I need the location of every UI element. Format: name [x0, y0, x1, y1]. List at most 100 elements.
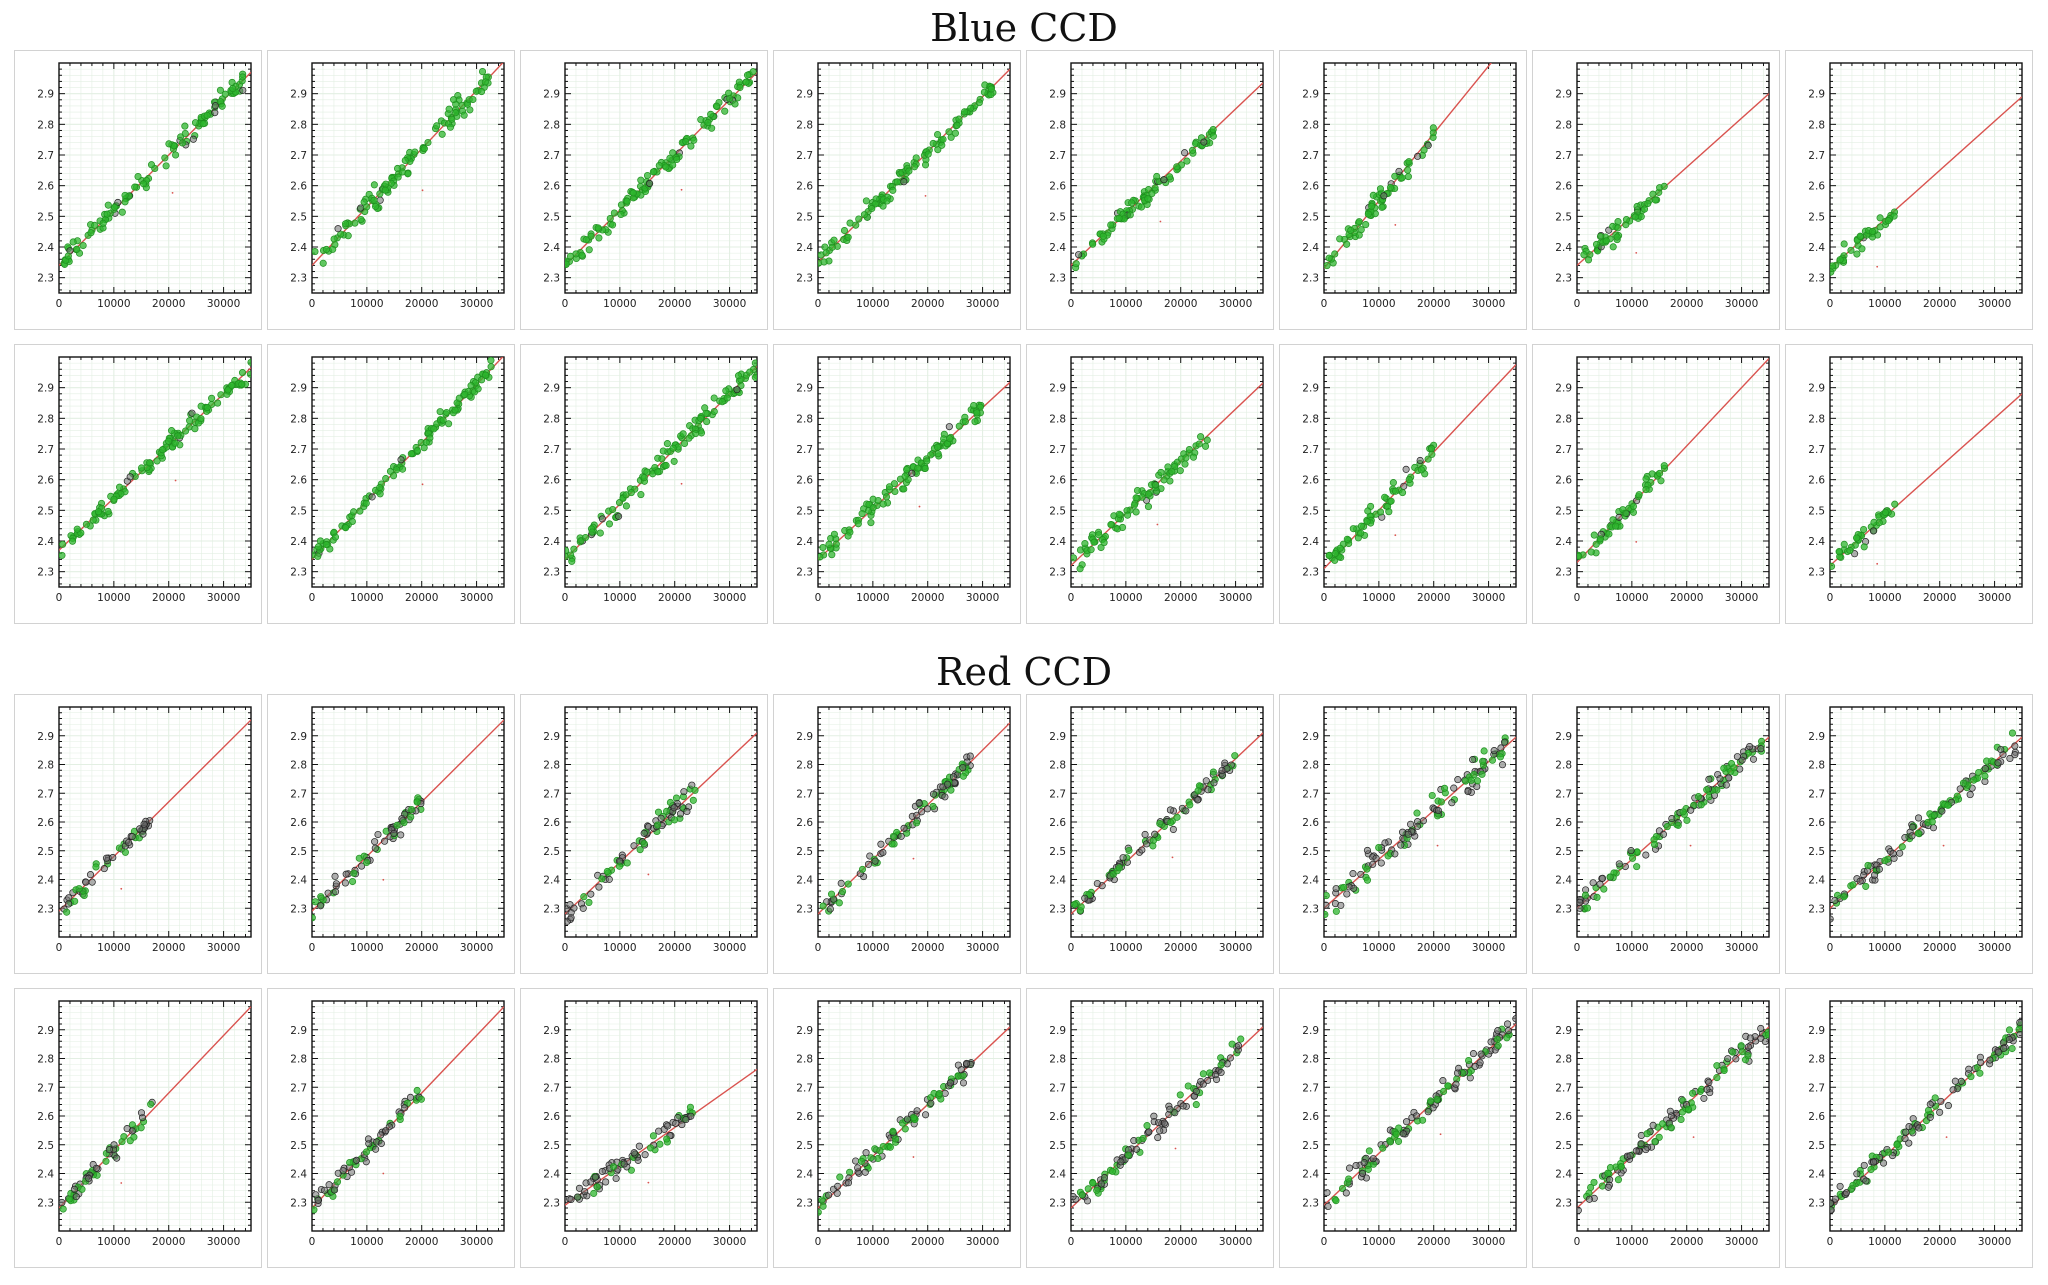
rejected-point — [605, 875, 613, 883]
data-point — [1462, 777, 1470, 785]
y-tick-label: 2.3 — [1049, 273, 1066, 285]
x-tick-label: 0 — [815, 942, 822, 954]
data-point — [451, 109, 460, 117]
y-tick-label: 2.8 — [37, 119, 54, 131]
x-tick-label: 20000 — [405, 592, 438, 604]
data-point — [1152, 481, 1160, 489]
data-point — [393, 821, 401, 829]
axis-ticks — [817, 356, 1010, 587]
data-point — [1203, 436, 1211, 444]
scatter-panel-red-r0-c5: 0 10000 20000 30000 2.3 2.4 2.5 2.6 2.7 2.8 2.9 — [1279, 694, 1527, 974]
data-point — [1108, 1167, 1116, 1175]
x-tick-label: 20000 — [1670, 592, 1703, 604]
data-point — [1642, 486, 1650, 494]
rejected-point — [1359, 1169, 1367, 1177]
rejected-point — [864, 860, 873, 868]
x-tick-label: 0 — [1321, 298, 1328, 310]
y-tick-label: 2.9 — [796, 89, 813, 101]
y-tick-label: 2.8 — [796, 413, 813, 425]
data-point — [935, 1089, 943, 1098]
axis-ticks — [817, 1000, 1010, 1231]
grid-lines — [1829, 1000, 2022, 1231]
data-point — [400, 819, 408, 827]
data-point — [1614, 224, 1622, 232]
scatter-panel-blue-r1-c4: 0 10000 20000 30000 2.3 2.4 2.5 2.6 2.7 2.8 2.9 — [1026, 344, 1274, 624]
data-point — [1975, 768, 1983, 777]
data-point — [1488, 756, 1497, 764]
rejected-point — [1905, 1123, 1913, 1131]
axis-ticks — [1829, 62, 2022, 293]
y-tick-label: 2.6 — [290, 475, 307, 487]
data-point — [1325, 254, 1333, 262]
data-point — [445, 420, 453, 428]
data-point — [901, 472, 909, 480]
data-point — [322, 245, 330, 253]
data-point — [1663, 823, 1671, 831]
rejected-point — [1117, 1158, 1125, 1166]
rejected-point — [368, 493, 376, 501]
data-point — [1720, 1066, 1728, 1074]
rejected-point — [1464, 787, 1472, 796]
data-point — [121, 198, 129, 206]
y-tick-label: 2.7 — [796, 444, 813, 456]
data-point — [1168, 467, 1176, 476]
data-point — [1332, 1197, 1340, 1205]
x-tick-label: 0 — [56, 298, 63, 310]
data-point — [1419, 1116, 1427, 1124]
rejected-point — [1512, 1015, 1516, 1023]
y-tick-label: 2.9 — [1049, 1025, 1066, 1037]
grid-lines — [1829, 62, 2022, 293]
rejected-point — [1342, 1189, 1350, 1197]
rejected-point — [1343, 890, 1351, 898]
rejected-point — [357, 204, 365, 212]
data-point — [104, 201, 112, 209]
rejected-point — [382, 1127, 390, 1135]
data-point — [131, 183, 139, 191]
scatter-points — [1577, 1024, 1769, 1214]
data-point — [1107, 521, 1115, 529]
y-tick-label: 2.9 — [1555, 1025, 1572, 1037]
data-point — [1089, 240, 1097, 248]
data-point — [883, 197, 891, 205]
data-point — [1503, 1034, 1511, 1042]
data-point — [1660, 462, 1668, 470]
y-tick-label: 2.8 — [1302, 119, 1319, 131]
data-point — [1605, 530, 1613, 538]
data-point — [1115, 214, 1123, 222]
data-point — [1840, 240, 1848, 248]
y-tick-label: 2.6 — [1555, 817, 1572, 829]
y-tick-label: 2.7 — [37, 788, 54, 800]
rejected-point — [188, 409, 196, 417]
x-tick-label: 10000 — [856, 592, 889, 604]
scatter-points — [565, 781, 699, 925]
rejected-point — [1413, 822, 1422, 830]
data-point — [1115, 864, 1123, 872]
y-tick-label: 2.9 — [1302, 383, 1319, 395]
x-tick-label: 30000 — [460, 298, 493, 310]
data-point — [1679, 808, 1687, 816]
y-tick-label: 2.7 — [1555, 788, 1572, 800]
axis-ticks — [1576, 62, 1769, 293]
data-point — [1209, 768, 1217, 776]
rejected-point — [2011, 751, 2019, 759]
y-tick-label: 2.4 — [37, 875, 54, 887]
rejected-point — [1599, 874, 1607, 882]
rejected-point — [1957, 1077, 1965, 1085]
rejected-point — [1179, 1102, 1187, 1110]
rejected-point — [1490, 747, 1498, 755]
data-point — [947, 786, 955, 794]
data-point — [460, 111, 468, 119]
data-point — [1674, 821, 1682, 829]
x-tick-label: 20000 — [911, 942, 944, 954]
rejected-point — [1454, 776, 1462, 784]
y-tick-label: 2.9 — [1555, 89, 1572, 101]
rejected-point — [1448, 799, 1456, 807]
data-point — [1405, 158, 1413, 166]
grid-lines — [817, 356, 1010, 587]
stray-marker — [120, 1182, 123, 1184]
data-point — [1592, 240, 1601, 248]
data-point — [1981, 772, 1989, 780]
scatter-points — [818, 401, 985, 561]
data-point — [1609, 243, 1617, 251]
data-point — [598, 875, 606, 883]
